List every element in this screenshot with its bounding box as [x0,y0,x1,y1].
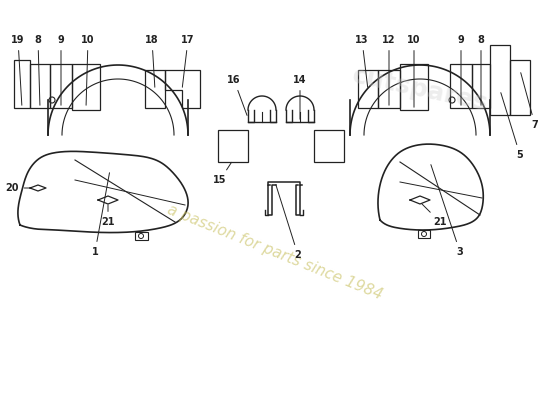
Text: 20: 20 [6,183,29,193]
Text: 1: 1 [92,173,109,257]
Text: 15: 15 [213,162,232,185]
Text: 8: 8 [35,35,41,105]
Text: 17: 17 [182,35,195,87]
Text: 9: 9 [458,35,464,105]
Text: 7: 7 [521,73,538,130]
Text: 14: 14 [293,75,307,119]
Text: 18: 18 [145,35,159,87]
Text: 2: 2 [276,185,301,260]
Text: 8: 8 [477,35,485,105]
Text: 3: 3 [431,165,463,257]
Text: 21: 21 [422,204,447,227]
Polygon shape [98,196,118,204]
Text: cutspares: cutspares [350,64,490,116]
Text: 12: 12 [382,35,396,105]
Text: 16: 16 [227,75,247,115]
Text: 9: 9 [58,35,64,105]
Text: 10: 10 [407,35,421,107]
Text: 19: 19 [11,35,25,105]
Text: a passion for parts since 1984: a passion for parts since 1984 [165,202,385,302]
Text: 21: 21 [101,205,115,227]
Polygon shape [30,185,46,191]
Text: 5: 5 [501,93,524,160]
Text: 13: 13 [355,35,368,87]
Polygon shape [410,196,430,204]
Text: 10: 10 [81,35,95,105]
